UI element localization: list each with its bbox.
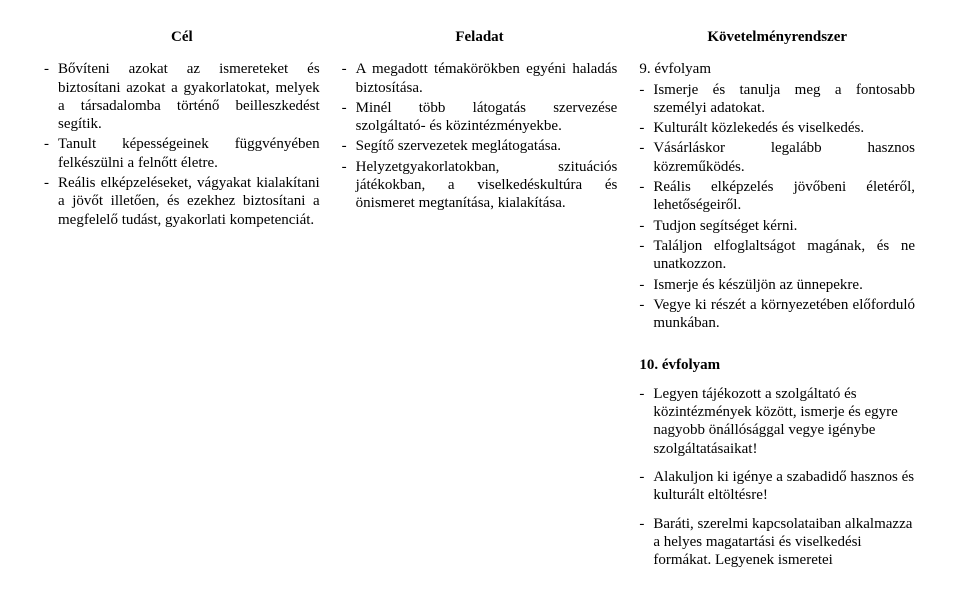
header-feladat: Feladat: [342, 28, 618, 46]
grade-10-item: Baráti, szerelmi kapcsolataiban alkalmaz…: [639, 515, 915, 570]
grade-9-item: Találjon elfoglaltságot magának, és ne u…: [639, 237, 915, 274]
grade-9-item: Vásárláskor legalább hasznos közreműködé…: [639, 139, 915, 176]
feladat-item: Minél több látogatás szervezése szolgált…: [342, 99, 618, 136]
grade-10-text: Legyen tájékozott a szolgáltató és közin…: [653, 386, 898, 457]
grade-9-item: Tudjon segítséget kérni.: [639, 217, 915, 235]
feladat-item: A megadott témakörökben egyéni haladás b…: [342, 60, 618, 97]
cel-item: Bővíteni azokat az ismereteket és biztos…: [44, 60, 320, 133]
feladat-item: Helyzetgyakorlatokban, szituációs játéko…: [342, 158, 618, 213]
column-cel: Cél Bővíteni azokat az ismereteket és bi…: [44, 28, 320, 569]
grade-9-label: 9. évfolyam: [639, 60, 915, 78]
grade-10-label: 10. évfolyam: [639, 356, 915, 374]
grade-10-item: Legyen tájékozott a szolgáltató és közin…: [639, 385, 915, 458]
column-feladat: Feladat A megadott témakörökben egyéni h…: [342, 28, 618, 569]
grade-9-item: Kulturált közlekedés és viselkedés.: [639, 119, 915, 137]
column-kovetelmeny: Követelményrendszer 9. évfolyam Ismerje …: [639, 28, 915, 569]
grade-9-item: Ismerje és készüljön az ünnepekre.: [639, 276, 915, 294]
header-kovetelmeny: Követelményrendszer: [639, 28, 915, 46]
grade-10-item: Alakuljon ki igénye a szabadidő hasznos …: [639, 468, 915, 505]
feladat-list: A megadott témakörökben egyéni haladás b…: [342, 60, 618, 212]
header-cel: Cél: [44, 28, 320, 46]
grade-9-list: Ismerje és tanulja meg a fontosabb szemé…: [639, 81, 915, 333]
grade-9-item: Vegye ki részét a környezetében előfordu…: [639, 296, 915, 333]
cel-list: Bővíteni azokat az ismereteket és biztos…: [44, 60, 320, 229]
grade-9-item: Ismerje és tanulja meg a fontosabb szemé…: [639, 81, 915, 118]
grade-10-text: Alakuljon ki igénye a szabadidő hasznos …: [653, 469, 914, 503]
grade-10-text: Baráti, szerelmi kapcsolataiban alkalmaz…: [653, 516, 912, 569]
feladat-item: Segítő szervezetek meglátogatása.: [342, 137, 618, 155]
cel-item: Reális elképzeléseket, vágyakat kialakít…: [44, 174, 320, 229]
cel-item: Tanult képességeinek függvényében felkés…: [44, 135, 320, 172]
grade-9-item: Reális elképzelés jövőbeni életéről, leh…: [639, 178, 915, 215]
